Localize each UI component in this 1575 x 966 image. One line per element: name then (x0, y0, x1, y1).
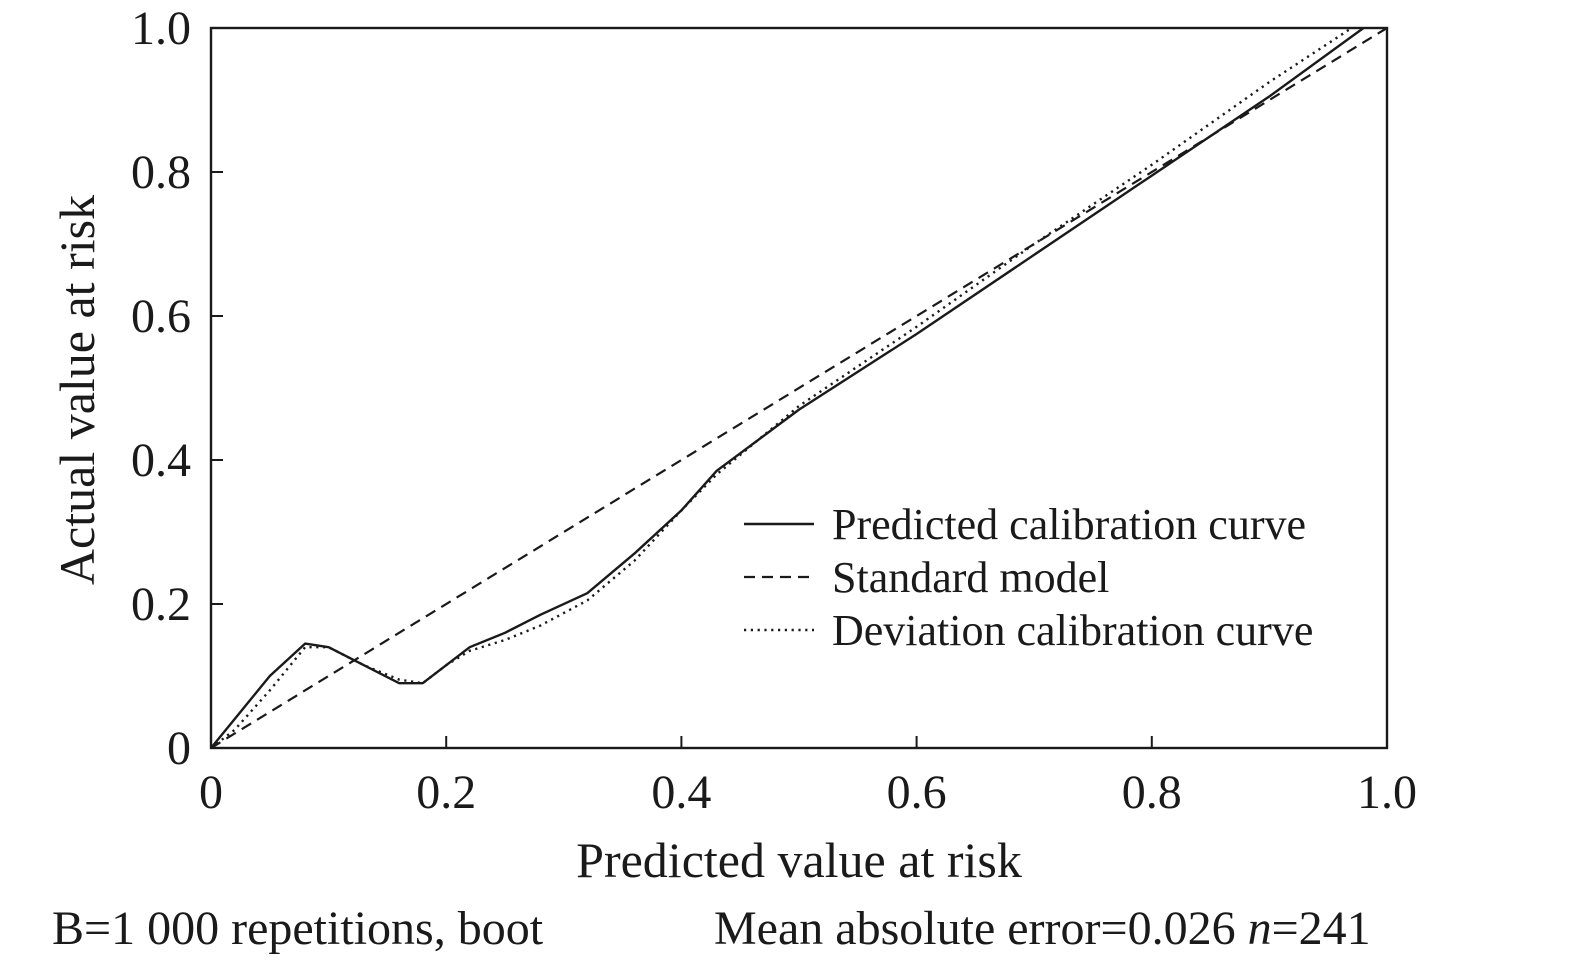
legend-label-2: Standard model (832, 553, 1109, 602)
y-axis-ticks: 0 0.2 0.4 0.6 0.8 1.0 (131, 2, 223, 775)
y-axis-label: Actual value at risk (49, 195, 105, 585)
y-tick-label: 0.4 (131, 434, 191, 487)
y-tick-label: 0.6 (131, 290, 191, 343)
x-axis-label: Predicted value at risk (576, 832, 1022, 888)
footnote-right-suffix: =241 (1272, 902, 1371, 955)
series-line-2 (210, 27, 1388, 749)
footnote-right-italic: n (1248, 902, 1272, 955)
y-tick-label: 0 (167, 722, 191, 775)
x-tick-label: 0 (199, 766, 223, 819)
y-tick-label: 0.8 (131, 146, 191, 199)
y-tick-label: 1.0 (131, 2, 191, 55)
footnote-right: Mean absolute error=0.026 n=241 (714, 902, 1371, 955)
series-line-1 (210, 27, 1365, 749)
y-tick-label: 0.2 (131, 578, 191, 631)
plot-frame (209, 26, 1389, 750)
x-tick-label: 0.6 (887, 766, 947, 819)
footnote-right-prefix: Mean absolute error=0.026 (714, 902, 1248, 955)
legend-label-1: Predicted calibration curve (832, 500, 1306, 549)
x-tick-label: 0.8 (1122, 766, 1182, 819)
x-axis-ticks: 0 0.2 0.4 0.6 0.8 1.0 (199, 736, 1417, 819)
x-tick-label: 0.4 (651, 766, 711, 819)
series-layer (210, 26, 1388, 749)
x-tick-label: 1.0 (1357, 766, 1417, 819)
series-line-3 (210, 26, 1353, 749)
legend-label-3: Deviation calibration curve (832, 606, 1313, 655)
footnote-left: B=1 000 repetitions, boot (52, 902, 544, 955)
x-tick-label: 0.2 (416, 766, 476, 819)
